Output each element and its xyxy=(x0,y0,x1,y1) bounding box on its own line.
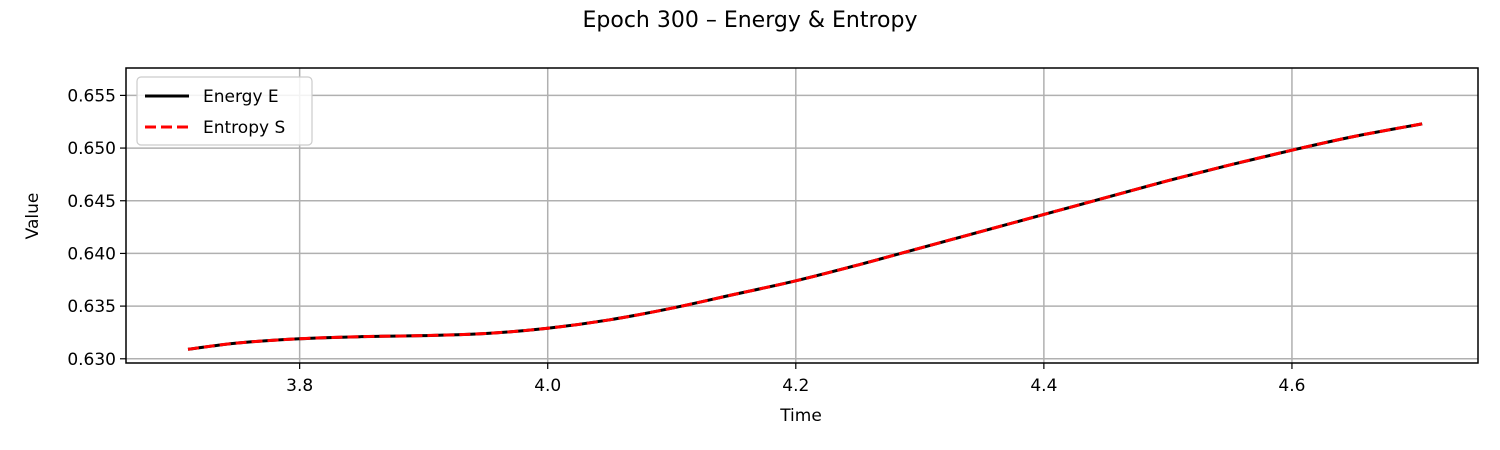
x-tick-label: 4.6 xyxy=(1278,376,1305,396)
y-axis-label: Value xyxy=(23,193,43,240)
y-tick-label: 0.650 xyxy=(67,139,116,159)
legend-label: Energy E xyxy=(203,87,279,107)
y-tick-label: 0.630 xyxy=(67,350,116,370)
x-tick-label: 3.8 xyxy=(286,376,313,396)
series-layer xyxy=(187,122,1423,351)
tick-layer: 3.8 4.0 4.2 4.4 4.6 0.630 0.635 0.640 0.645 0.650… xyxy=(67,86,1305,396)
plot-frame xyxy=(125,67,1479,364)
y-tick-label: 0.645 xyxy=(67,192,116,212)
legend-label: Entropy S xyxy=(203,118,285,138)
series-line-1 xyxy=(187,122,1423,351)
chart-title: Epoch 300 – Energy & Entropy xyxy=(583,8,918,33)
y-tick-label: 0.635 xyxy=(67,297,116,317)
legend: Energy E Entropy S xyxy=(136,76,313,146)
grid-layer xyxy=(126,68,1478,363)
x-tick-label: 4.2 xyxy=(782,376,809,396)
y-tick-label: 0.640 xyxy=(67,244,116,264)
x-tick-label: 4.0 xyxy=(534,376,561,396)
y-tick-label: 0.655 xyxy=(67,86,116,106)
x-axis-label: Time xyxy=(779,406,822,426)
x-tick-label: 4.4 xyxy=(1030,376,1057,396)
